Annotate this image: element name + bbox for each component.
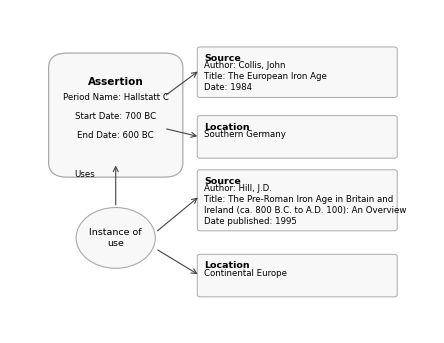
Text: Source: Source (204, 177, 241, 186)
FancyBboxPatch shape (197, 116, 397, 158)
FancyBboxPatch shape (197, 254, 397, 297)
Text: Assertion: Assertion (88, 77, 143, 87)
Text: End Date: 600 BC: End Date: 600 BC (77, 131, 154, 140)
Text: Instance of
use: Instance of use (89, 228, 142, 248)
Text: Continental Europe: Continental Europe (204, 269, 287, 277)
Text: Date published: 1995: Date published: 1995 (204, 217, 297, 226)
FancyBboxPatch shape (197, 47, 397, 97)
Text: Title: The Pre-Roman Iron Age in Britain and: Title: The Pre-Roman Iron Age in Britain… (204, 195, 393, 204)
FancyBboxPatch shape (197, 170, 397, 231)
Text: Author: Hill, J.D.: Author: Hill, J.D. (204, 184, 272, 193)
Text: Title: The European Iron Age: Title: The European Iron Age (204, 72, 327, 81)
Circle shape (76, 208, 155, 268)
Text: Location: Location (204, 261, 250, 270)
Text: Location: Location (204, 122, 250, 131)
Text: Date: 1984: Date: 1984 (204, 83, 252, 92)
Text: Southern Germany: Southern Germany (204, 130, 286, 139)
Text: Ireland (ca. 800 B.C. to A.D. 100): An Overview: Ireland (ca. 800 B.C. to A.D. 100): An O… (204, 206, 407, 215)
Text: Period Name: Hallstatt C: Period Name: Hallstatt C (63, 93, 169, 102)
Text: Author: Collis, John: Author: Collis, John (204, 61, 285, 70)
Text: Start Date: 700 BC: Start Date: 700 BC (75, 112, 156, 121)
Text: Source: Source (204, 54, 241, 63)
Text: Uses: Uses (75, 170, 95, 179)
FancyBboxPatch shape (48, 53, 183, 177)
